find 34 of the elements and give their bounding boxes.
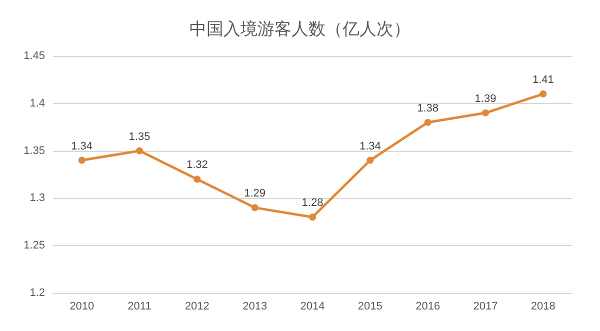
data-label: 1.29	[244, 188, 266, 200]
point	[78, 156, 86, 164]
point	[194, 176, 201, 183]
point	[366, 156, 374, 164]
data-label: 1.41	[532, 74, 554, 86]
y-tick-label: 1.3	[30, 192, 45, 204]
point	[309, 214, 316, 221]
point	[540, 90, 547, 98]
data-label: 1.38	[417, 102, 439, 114]
y-tick-label: 1.2	[30, 287, 45, 299]
y-tick-label: 1.45	[24, 50, 45, 62]
data-label: 1.34	[71, 140, 93, 152]
x-tick-label: 2014	[300, 300, 325, 312]
data-label: 1.35	[128, 130, 150, 143]
y-tick-label: 1.4	[30, 97, 45, 110]
x-tick-label: 2012	[184, 300, 210, 312]
point	[424, 118, 432, 126]
x-tick-label: 2018	[530, 300, 556, 312]
x-tick-label: 2011	[128, 300, 152, 312]
point	[482, 109, 489, 116]
x-tick-label: 2013	[242, 300, 268, 312]
data-label: 1.39	[474, 92, 496, 105]
point	[251, 204, 258, 212]
x-tick-label: 2016	[416, 300, 440, 312]
x-tick-label: 2010	[70, 300, 94, 312]
data-label: 1.28	[302, 197, 324, 210]
x-tick-label: 2015	[358, 300, 382, 312]
point	[136, 147, 143, 154]
x-tick-label: 2017	[473, 300, 498, 312]
data-label: 1.32	[186, 159, 208, 172]
chart-title: 中国入境游客人数（亿人次）	[190, 20, 410, 40]
y-tick-label: 1.25	[24, 240, 45, 252]
y-tick-label: 1.35	[24, 144, 45, 157]
data-label: 1.34	[359, 140, 381, 152]
